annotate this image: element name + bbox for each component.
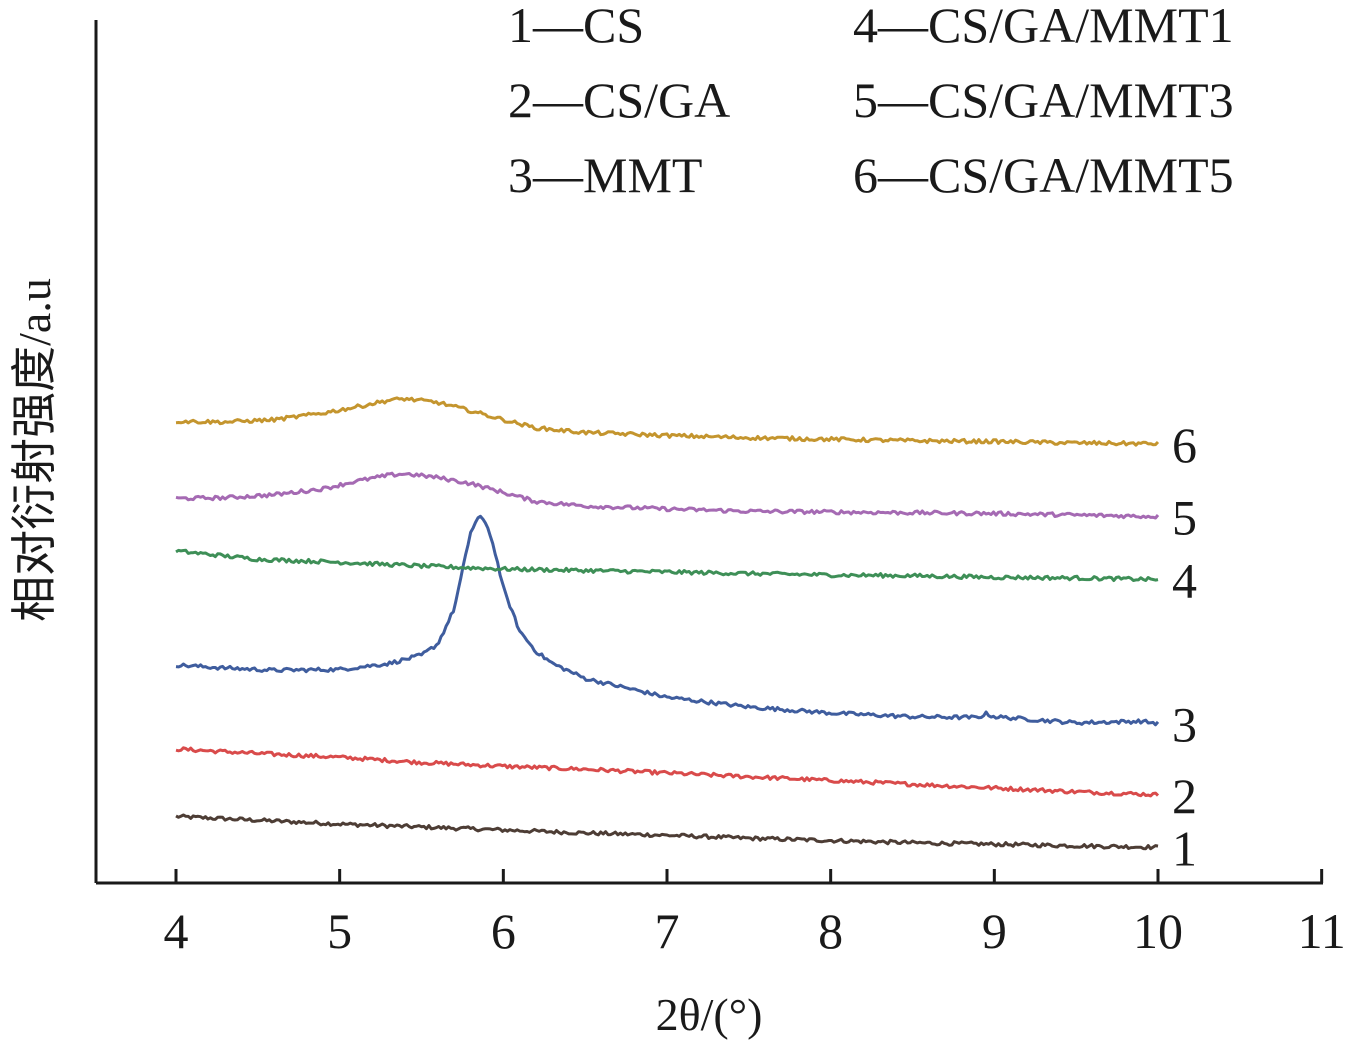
legend-entry: 5—CS/GA/MMT3 xyxy=(853,72,1234,128)
series-line-3 xyxy=(175,514,1160,727)
series-line-6 xyxy=(175,396,1160,447)
curve-label-6: 6 xyxy=(1172,417,1197,473)
x-tick-label: 9 xyxy=(982,903,1007,959)
curve-label-4: 4 xyxy=(1172,553,1197,609)
x-tick-label: 5 xyxy=(327,903,352,959)
legend-entry: 1—CS xyxy=(508,0,644,53)
x-ticks: 4 5 6 7 8 9 10 11 xyxy=(164,869,1346,959)
x-axis-title: 2θ/(°) xyxy=(656,989,763,1040)
series-line-1 xyxy=(175,813,1159,851)
series-lines xyxy=(175,396,1160,851)
curve-label-3: 3 xyxy=(1172,697,1197,753)
x-tick-label: 4 xyxy=(164,903,189,959)
legend-entry: 2—CS/GA xyxy=(508,72,730,128)
x-tick-label: 11 xyxy=(1298,903,1346,959)
series-line-2 xyxy=(175,746,1160,798)
curve-label-2: 2 xyxy=(1172,768,1197,824)
legend-entry: 6—CS/GA/MMT5 xyxy=(853,147,1234,203)
legend: 1—CS 2—CS/GA 3—MMT 4—CS/GA/MMT1 5—CS/GA/MMT3… xyxy=(508,0,1234,203)
x-tick-label: 10 xyxy=(1133,903,1183,959)
curve-label-1: 1 xyxy=(1172,820,1197,876)
curve-labels: 12 3 4 5 6 xyxy=(1172,417,1197,877)
x-tick-label: 7 xyxy=(655,903,680,959)
x-tick-label: 6 xyxy=(491,903,516,959)
y-axis-title: 相对衍射强度/a.u xyxy=(9,278,60,622)
x-tick-label: 8 xyxy=(818,903,843,959)
curve-label-5: 5 xyxy=(1172,490,1197,546)
legend-entry: 4—CS/GA/MMT1 xyxy=(853,0,1234,53)
series-line-4 xyxy=(175,548,1159,582)
series-line-5 xyxy=(175,471,1160,520)
legend-entry: 3—MMT xyxy=(508,147,702,203)
